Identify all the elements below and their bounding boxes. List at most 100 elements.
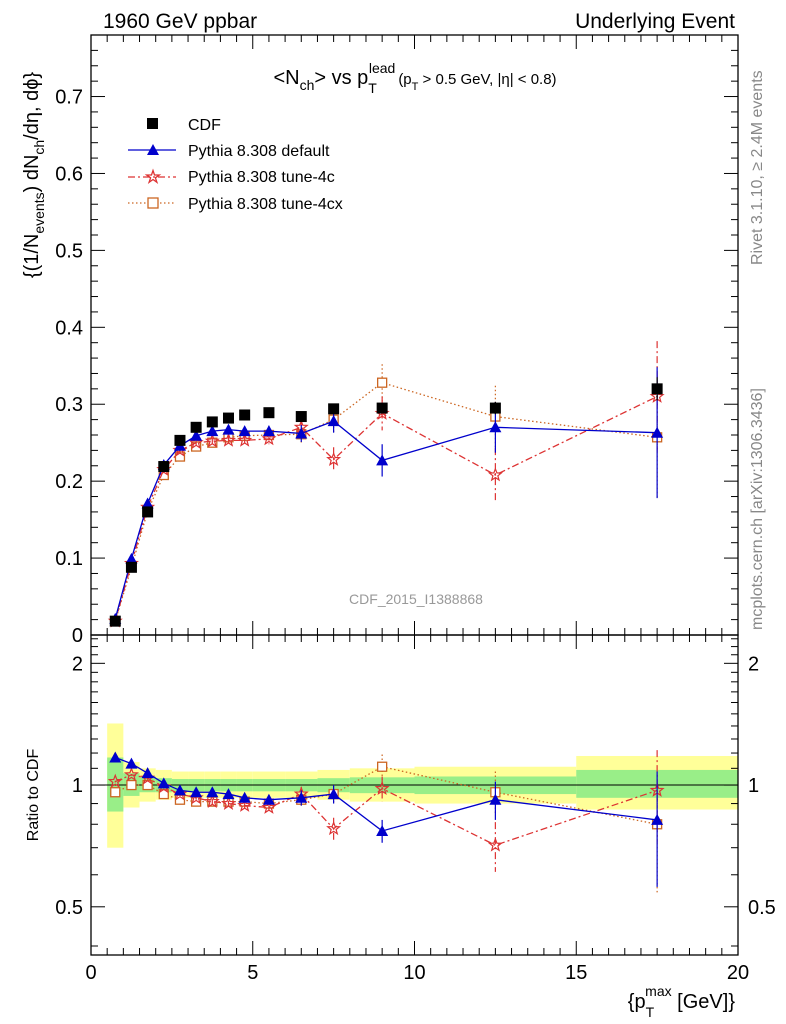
- xlabel-sub-a: T: [646, 1004, 655, 1020]
- ratio-point: [651, 813, 664, 825]
- mcplots-label: mcplots.cern.ch [arXiv:1306.3436]: [749, 388, 766, 630]
- main-point: [651, 426, 664, 438]
- ratio-frame: [90, 634, 739, 956]
- main-point: [262, 425, 275, 437]
- main-point: [328, 403, 340, 415]
- main-x-ticks: [90, 35, 739, 635]
- main-point: [206, 425, 219, 437]
- ratio-point: [204, 793, 220, 809]
- main-point: [125, 561, 137, 573]
- ratio-point: [261, 799, 277, 814]
- xlabel-part-b: [GeV]}: [672, 991, 736, 1013]
- main-point: [174, 434, 186, 446]
- legend: CDF Pythia 8.308 default Pythia 8.308 tu…: [128, 117, 343, 213]
- title-part-d: > 0.5 GeV, |η| < 0.8): [418, 71, 556, 88]
- xlabel-part-a: {p: [628, 991, 646, 1013]
- ylabel-sub-a: events: [31, 192, 47, 233]
- main-point: [489, 402, 501, 414]
- title-part-a: <N: [273, 67, 299, 89]
- legend-marker-tune4cx: [147, 197, 159, 209]
- main-title: <Nch> vs pTlead(pT > 0.5 GeV, |η| < 0.8): [273, 60, 556, 96]
- main-point: [222, 423, 235, 435]
- legend-marker-cdf: [147, 118, 158, 129]
- main-point: [326, 451, 342, 467]
- ratio-line-2: [114, 766, 658, 825]
- main-y-tick-label: 0.1: [55, 548, 83, 570]
- ratio-point: [220, 795, 237, 810]
- ratio-point: [126, 779, 137, 791]
- ratio-y-tick-label-right: 2: [748, 653, 759, 675]
- legend-marker-tune4c: [144, 168, 162, 184]
- legend-marker-default: [147, 144, 159, 155]
- ratio-point: [157, 777, 170, 789]
- ratio-y-tick-label: 0.5: [55, 897, 83, 919]
- main-point: [190, 421, 202, 433]
- ratio-point: [109, 751, 122, 763]
- main-point: [376, 377, 388, 388]
- ratio-point: [327, 788, 340, 800]
- ratio-point: [376, 761, 388, 772]
- title-part-b: > vs p: [314, 67, 368, 89]
- ratio-point: [374, 780, 390, 796]
- ratio-y-tick-label-right: 0.5: [748, 897, 776, 919]
- main-point: [206, 416, 218, 428]
- legend-label-tune4cx: Pythia 8.308 tune-4cx: [188, 196, 343, 213]
- x-axis-label: {pTmax [GeV]}: [628, 983, 736, 1020]
- ratio-bands: [107, 723, 738, 848]
- ratio-y-label: Ratio to CDF: [25, 749, 42, 842]
- main-point: [376, 402, 388, 414]
- header-right: Underlying Event: [575, 10, 735, 33]
- ratio-point: [125, 757, 138, 769]
- ylabel-sub-b: ch: [31, 140, 47, 155]
- ratio-panel: 0.5 0.5 1 1 2 2 0 5 10 15 20 Ratio to CDF {pTmax …: [25, 634, 776, 1020]
- main-point: [220, 432, 237, 447]
- header-left: 1960 GeV ppbar: [103, 10, 257, 33]
- main-panel: 0 0.1 0.2 0.3 0.4 0.5 0.6 0.7 CDF_2015_I1388868…: [21, 34, 739, 647]
- main-y-tick-label: 0.3: [55, 394, 83, 416]
- main-point: [376, 454, 389, 466]
- main-y-tick-label: 0.7: [55, 87, 83, 109]
- rivet-label: Rivet 3.1.10, ≥ 2.4M events: [749, 70, 766, 265]
- main-point: [222, 412, 234, 424]
- watermark: CDF_2015_I1388868: [349, 591, 483, 607]
- x-tick-label: 15: [565, 962, 587, 984]
- ylabel-part-a: {(1/N: [21, 234, 43, 278]
- main-point: [109, 615, 121, 627]
- ratio-point: [206, 786, 219, 798]
- ratio-line-1: [115, 774, 658, 846]
- ratio-series-0: [109, 751, 664, 887]
- ylabel-part-c: /dη, dϕ}: [21, 72, 43, 140]
- main-point: [295, 411, 307, 423]
- main-point: [190, 429, 203, 441]
- ratio-y-tick-label-right: 1: [748, 775, 759, 797]
- main-y-tick-label: 0.5: [55, 240, 83, 262]
- x-tick-label: 0: [85, 962, 96, 984]
- title-sub-b: T: [368, 80, 377, 96]
- main-line-3: [114, 381, 658, 622]
- main-y-ticks: 0 0.1 0.2 0.3 0.4 0.5 0.6 0.7: [55, 34, 738, 647]
- ratio-point: [110, 787, 121, 798]
- main-point: [141, 497, 154, 509]
- ratio-point: [237, 797, 253, 812]
- x-tick-label: 10: [403, 962, 425, 984]
- main-point: [327, 415, 340, 427]
- main-point: [158, 461, 170, 473]
- main-y-tick-label: 0.6: [55, 163, 83, 185]
- main-point: [238, 425, 251, 437]
- main-point: [142, 506, 154, 518]
- main-point: [487, 467, 503, 482]
- ratio-point: [123, 766, 139, 782]
- ratio-point: [107, 773, 123, 788]
- legend-label-tune4c: Pythia 8.308 tune-4c: [188, 169, 335, 186]
- ratio-point: [376, 824, 389, 836]
- xlabel-sup-a: max: [645, 983, 671, 999]
- ratio-point: [489, 793, 502, 805]
- legend-label-default: Pythia 8.308 default: [188, 143, 330, 160]
- ratio-point: [487, 837, 503, 852]
- ratio-point: [173, 784, 186, 796]
- title-sup-b: lead: [369, 60, 395, 76]
- ratio-y-ticks: 0.5 0.5 1 1 2 2: [55, 638, 776, 947]
- ylabel-part-b: ) dN: [21, 155, 43, 193]
- title-sub-a: ch: [300, 77, 315, 93]
- main-point: [263, 407, 275, 419]
